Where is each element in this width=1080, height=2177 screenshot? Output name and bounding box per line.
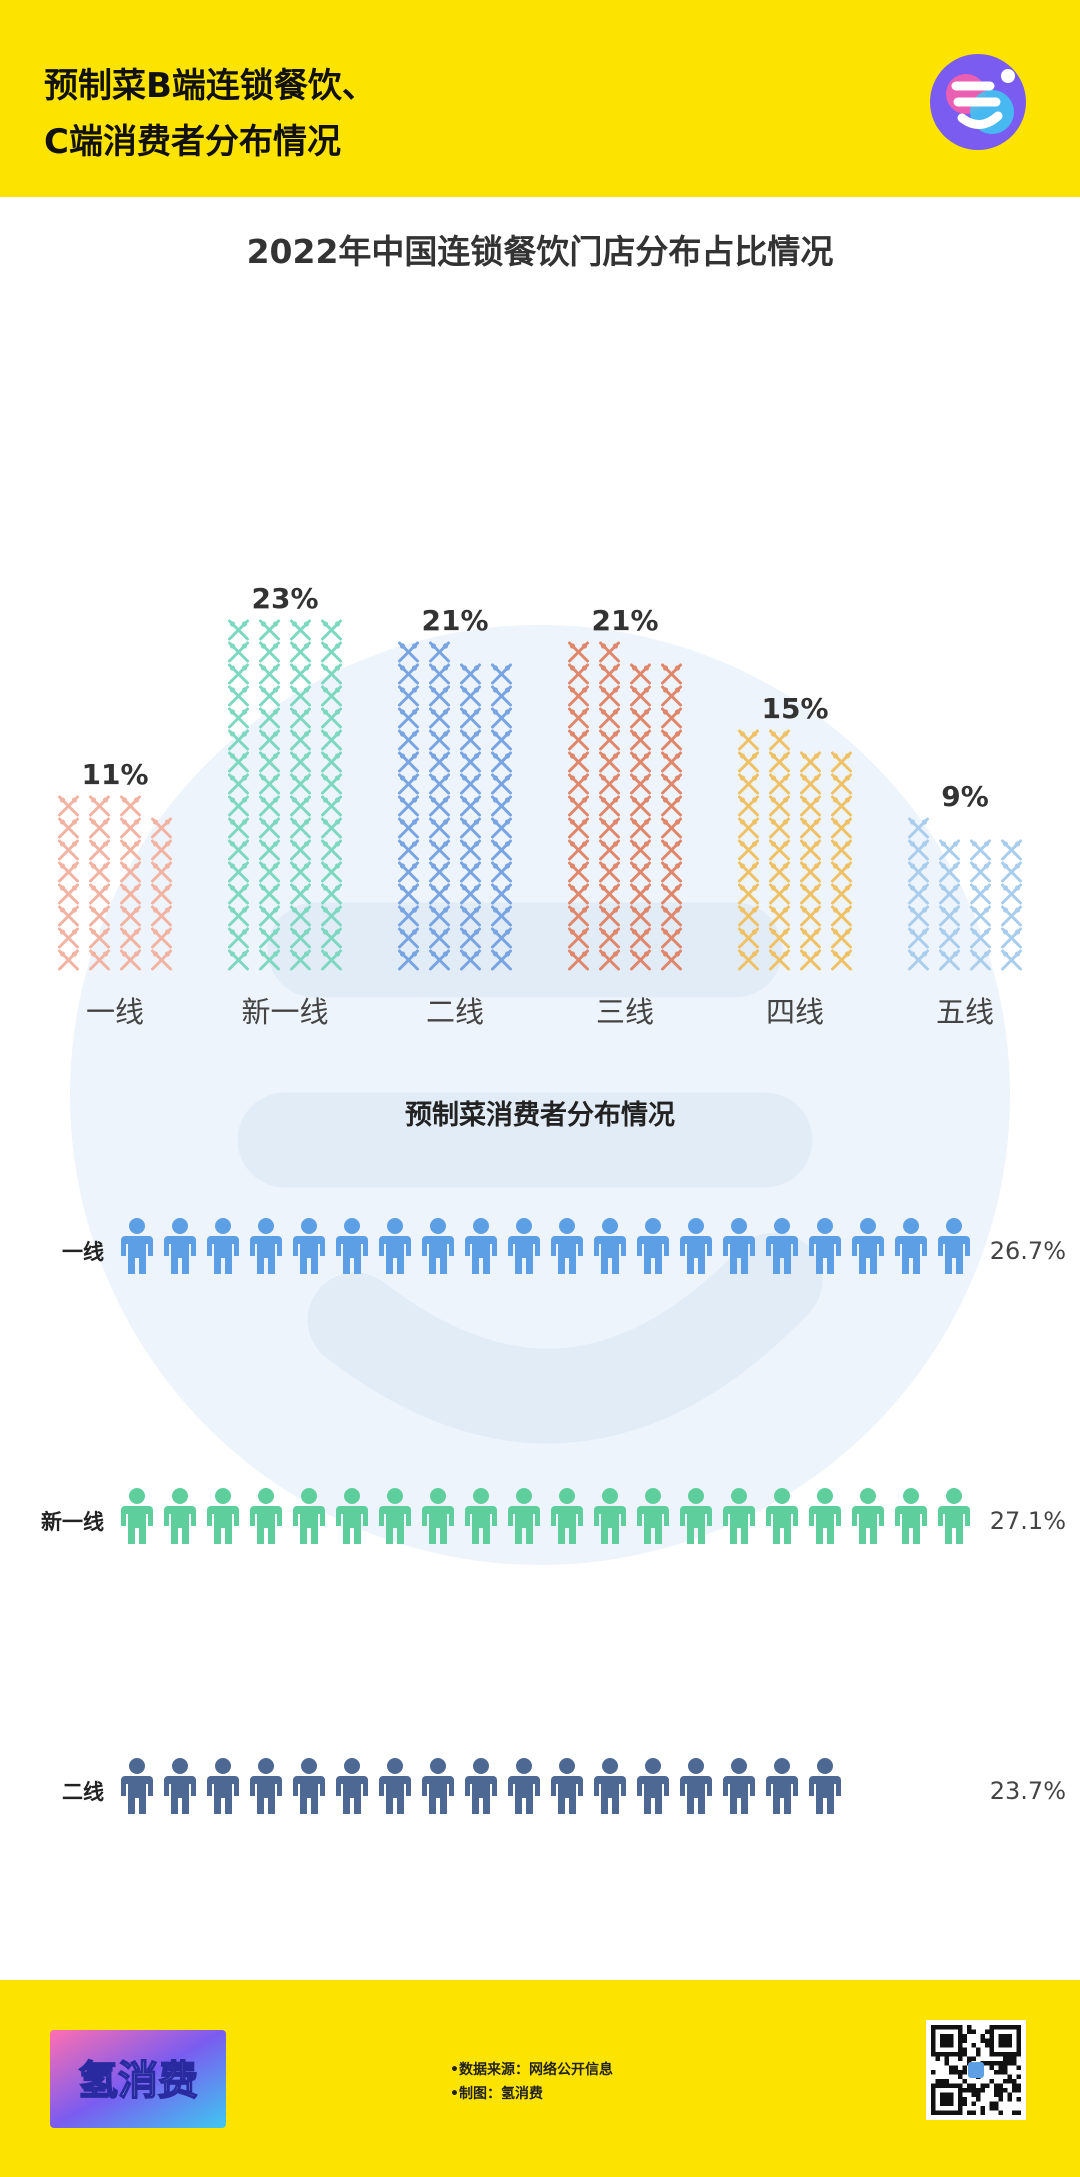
chart2-title: 预制菜消费者分布情况 [405, 1100, 675, 1131]
bar-2 [228, 619, 342, 971]
footer-banner: 氢消费 •数据来源：网络公开信息 •制图：氢消费 [0, 1980, 1080, 2177]
row-value-label: 27.1% [990, 1507, 1066, 1535]
category-label: 五线 [936, 995, 994, 1029]
bar-value-label: 11% [81, 758, 148, 791]
row-value-label: 26.7% [990, 1237, 1066, 1265]
bar-3 [398, 641, 512, 971]
category-label: 四线 [766, 995, 824, 1029]
bar-value-label: 23% [251, 582, 318, 615]
data-source-line: •数据来源：网络公开信息 [450, 2062, 613, 2078]
chart1-title: 2022年中国连锁餐饮门店分布占比情况 [246, 232, 834, 271]
bar-4 [568, 641, 682, 971]
page-title: 预制菜B端连锁餐饮、 C端消费者分布情况 [44, 58, 376, 170]
bar-value-label: 15% [761, 692, 828, 725]
people-row-1 [121, 1218, 970, 1274]
category-label: 三线 [596, 995, 654, 1029]
people-row-3 [121, 1758, 841, 1814]
chart-credit-line: •制图：氢消费 [450, 2086, 543, 2102]
qr-code-icon[interactable] [926, 2020, 1026, 2120]
footer-logo-text: 氢消费 [78, 2058, 198, 2104]
brand-logo-icon [930, 54, 1026, 150]
category-label: 二线 [426, 995, 484, 1029]
row-category-label: 新一线 [41, 1510, 104, 1534]
category-label: 一线 [86, 995, 144, 1029]
bar-1 [58, 795, 172, 971]
category-label: 新一线 [241, 995, 328, 1029]
page-title-line1: 预制菜B端连锁餐饮、 [44, 66, 376, 106]
chart2-plot: 一线 26.7% 新一线 27.1% 二线 23.7% [41, 1218, 1066, 1814]
page-title-line2: C端消费者分布情况 [44, 122, 341, 162]
row-category-label: 一线 [62, 1240, 104, 1264]
bar-6 [908, 817, 1022, 971]
bar-5 [738, 729, 852, 971]
people-row-2 [121, 1488, 970, 1544]
chart1-plot: 11% 一线 23% 新一线 21% 二线 21% 三线 15% 四线 9% 五线 [58, 582, 1022, 1029]
bar-value-label: 21% [591, 604, 658, 637]
bar-value-label: 21% [421, 604, 488, 637]
bar-value-label: 9% [941, 780, 989, 813]
footer-logo: 氢消费 [50, 2030, 226, 2128]
data-source-note: •数据来源：网络公开信息 •制图：氢消费 [450, 2058, 613, 2106]
row-value-label: 23.7% [990, 1777, 1066, 1805]
header-banner: 预制菜B端连锁餐饮、 C端消费者分布情况 [0, 0, 1080, 197]
row-category-label: 二线 [62, 1780, 104, 1804]
